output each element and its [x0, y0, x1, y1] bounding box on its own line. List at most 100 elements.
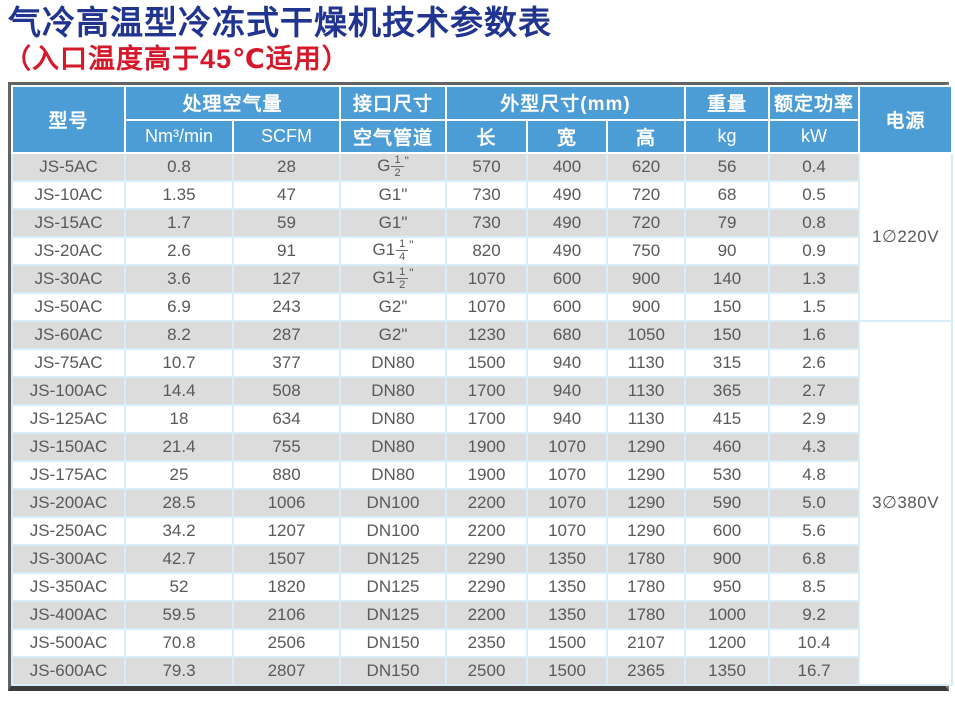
cell-model: JS-500AC [11, 627, 126, 658]
cell-height: 1130 [606, 347, 687, 378]
cell-kw: 5.6 [768, 515, 861, 546]
col-header-dimensions: 外型尺寸(mm) [445, 84, 687, 121]
cell-length: 1230 [445, 319, 529, 350]
cell-width: 680 [526, 319, 609, 350]
header-row-units: Nm³/min SCFM 空气管道 长 宽 高 kg kW [12, 118, 952, 154]
table-row: JS-125AC 18 634 DN80 1700 940 1130 415 2.9 [11, 403, 952, 434]
cell-length: 730 [445, 207, 529, 238]
cell-scfm: 1507 [231, 543, 342, 574]
cell-length: 1900 [445, 431, 529, 462]
cell-scfm: 2807 [231, 655, 342, 686]
col-header-weight: 重量 [684, 84, 771, 121]
cell-kg: 150 [684, 319, 771, 350]
cell-pipe: DN80 [339, 403, 448, 434]
table-row: JS-250AC 34.2 1207 DN100 2200 1070 1290 600 5.6 [11, 515, 952, 546]
cell-kg: 68 [684, 179, 771, 210]
cell-kg: 460 [684, 431, 771, 462]
cell-kw: 16.7 [768, 655, 861, 686]
cell-length: 2290 [445, 571, 529, 602]
col-header-height: 高 [606, 118, 687, 154]
col-header-nm3: Nm³/min [124, 118, 234, 154]
cell-pipe: G1" [339, 179, 448, 210]
inch-mark: " [404, 153, 409, 168]
table-row: JS-200AC 28.5 1006 DN100 2200 1070 1290 590 5.0 [11, 487, 952, 518]
cell-kw: 8.5 [768, 571, 861, 602]
table-header: 型号 处理空气量 接口尺寸 外型尺寸(mm) 重量 额定功率 电源 Nm³/mi… [11, 84, 954, 154]
cell-kw: 0.9 [768, 235, 861, 266]
cell-pipe: DN125 [339, 599, 448, 630]
cell-scfm: 28 [231, 151, 342, 182]
cell-kw: 2.9 [768, 403, 861, 434]
cell-width: 1500 [526, 627, 609, 658]
cell-nm3: 3.6 [124, 263, 234, 294]
cell-width: 940 [526, 403, 609, 434]
cell-pipe: DN100 [339, 515, 448, 546]
cell-height: 1130 [606, 403, 687, 434]
cell-width: 490 [526, 207, 609, 238]
cell-pipe: DN125 [339, 571, 448, 602]
table-row: JS-30AC 3.6 127 G1 1 2 " 1070 600 900 140 1.3 [11, 263, 952, 294]
cell-nm3: 21.4 [124, 431, 234, 462]
cell-length: 2500 [445, 655, 529, 686]
cell-length: 2200 [445, 515, 529, 546]
table-row: JS-175AC 25 880 DN80 1900 1070 1290 530 4.8 [11, 459, 952, 490]
table-row: JS-350AC 52 1820 DN125 2290 1350 1780 950 8.5 [11, 571, 952, 602]
cell-kw: 5.0 [768, 487, 861, 518]
cell-pipe: G1 1 2 " [339, 263, 448, 294]
cell-kw: 0.4 [768, 151, 861, 182]
cell-scfm: 91 [231, 235, 342, 266]
cell-scfm: 1820 [231, 571, 342, 602]
spec-table: 型号 处理空气量 接口尺寸 外型尺寸(mm) 重量 额定功率 电源 Nm³/mi… [11, 84, 954, 686]
cell-width: 1350 [526, 543, 609, 574]
cell-nm3: 18 [124, 403, 234, 434]
cell-pipe: DN100 [339, 487, 448, 518]
cell-height: 900 [606, 263, 687, 294]
cell-kg: 950 [684, 571, 771, 602]
cell-model: JS-400AC [11, 599, 126, 630]
cell-length: 1070 [445, 291, 529, 322]
cell-pipe: DN150 [339, 655, 448, 686]
cell-nm3: 25 [124, 459, 234, 490]
cell-model: JS-350AC [11, 571, 126, 602]
cell-kg: 1000 [684, 599, 771, 630]
cell-width: 940 [526, 375, 609, 406]
cell-scfm: 59 [231, 207, 342, 238]
table-row: JS-15AC 1.7 59 G1" 730 490 720 79 0.8 [11, 207, 952, 238]
cell-height: 720 [606, 179, 687, 210]
page-title: 气冷高温型冷冻式干燥机技术参数表 [8, 4, 552, 41]
cell-length: 1900 [445, 459, 529, 490]
cell-length: 1700 [445, 403, 529, 434]
cell-nm3: 34.2 [124, 515, 234, 546]
cell-kw: 6.8 [768, 543, 861, 574]
col-header-air-pipe: 空气管道 [339, 118, 448, 154]
cell-kw: 4.3 [768, 431, 861, 462]
cell-height: 900 [606, 291, 687, 322]
col-header-kw: kW [768, 118, 861, 154]
cell-width: 1070 [526, 431, 609, 462]
cell-height: 2365 [606, 655, 687, 686]
cell-pipe: G2" [339, 291, 448, 322]
cell-model: JS-175AC [11, 459, 126, 490]
cell-kw: 0.5 [768, 179, 861, 210]
table-row: JS-500AC 70.8 2506 DN150 2350 1500 2107 1200 10.… [11, 627, 952, 658]
cell-model: JS-15AC [11, 207, 126, 238]
cell-scfm: 287 [231, 319, 342, 350]
cell-height: 1780 [606, 599, 687, 630]
cell-scfm: 880 [231, 459, 342, 490]
cell-height: 1290 [606, 515, 687, 546]
cell-model: JS-150AC [11, 431, 126, 462]
cell-kg: 150 [684, 291, 771, 322]
cell-pipe: DN150 [339, 627, 448, 658]
cell-nm3: 10.7 [124, 347, 234, 378]
cell-scfm: 127 [231, 263, 342, 294]
cell-kw: 10.4 [768, 627, 861, 658]
col-header-length: 长 [445, 118, 529, 154]
cell-kw: 1.3 [768, 263, 861, 294]
cell-model: JS-200AC [11, 487, 126, 518]
cell-scfm: 377 [231, 347, 342, 378]
col-header-kg: kg [684, 118, 771, 154]
cell-kw: 2.7 [768, 375, 861, 406]
